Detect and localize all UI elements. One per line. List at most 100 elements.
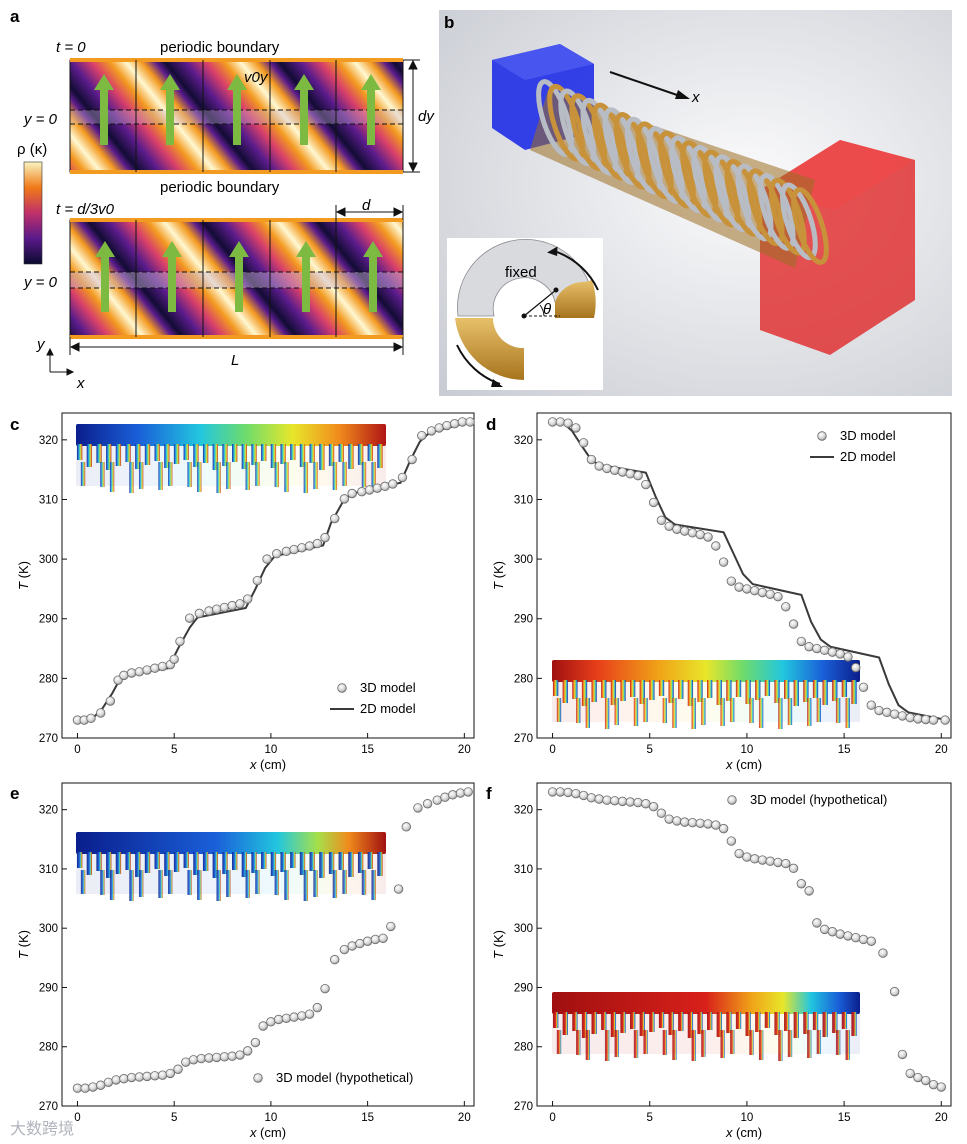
y-tick-label: 320 (514, 805, 533, 817)
data-point (711, 541, 721, 551)
data-point (617, 796, 628, 807)
data-point (397, 472, 408, 483)
x-tick-label: 0 (74, 1112, 80, 1124)
data-point (320, 532, 330, 543)
x-tick-label: 5 (647, 1112, 653, 1124)
data-point (617, 467, 628, 477)
data-point (905, 1068, 915, 1079)
data-point (281, 1013, 292, 1023)
t1-label: t = d/3v0 (56, 201, 115, 218)
data-point (664, 814, 674, 824)
data-point (586, 793, 597, 803)
x-tick-label: 10 (741, 1112, 754, 1124)
data-point (272, 549, 282, 559)
legend-entry: 3D model (hypothetical) (750, 792, 887, 807)
data-point (827, 927, 838, 937)
periodic-boundary-mid: periodic boundary (160, 179, 280, 196)
colorbar (23, 161, 43, 265)
data-point (858, 682, 869, 693)
data-point (695, 529, 705, 540)
data-point (388, 479, 398, 489)
data-point (157, 1070, 168, 1080)
dy-dimension (403, 59, 420, 173)
data-point (773, 857, 783, 868)
legend-entry: 2D model (840, 449, 896, 464)
x-axis-label: x (cm) (249, 1125, 286, 1140)
data-point (212, 604, 222, 614)
x-axis-label: x (cm) (249, 757, 286, 772)
data-point (936, 1082, 946, 1092)
x-tick-label: 5 (171, 744, 177, 756)
data-point (858, 934, 869, 945)
data-point (347, 941, 357, 951)
y-axis-label: T (K) (16, 930, 31, 959)
ring-segment (791, 187, 829, 265)
legend-entry: 3D model (360, 680, 416, 695)
data-point (742, 852, 752, 862)
axis-x-glyph-label: x (76, 375, 85, 392)
data-point (796, 879, 807, 889)
data-point (687, 528, 698, 538)
data-point (448, 790, 458, 800)
data-point (258, 1021, 268, 1031)
fixed-label: fixed (505, 264, 537, 281)
data-point (851, 932, 861, 943)
data-point (252, 575, 263, 586)
panel-label-a: a (10, 7, 20, 26)
y-tick-label: 310 (39, 494, 58, 506)
data-point (749, 586, 760, 596)
data-point (625, 469, 635, 479)
data-point (781, 602, 791, 612)
rotating-segment-right (555, 280, 596, 318)
data-point (641, 799, 651, 809)
density-field-t1 (70, 220, 403, 337)
data-point (672, 816, 682, 826)
data-point (380, 481, 390, 492)
data-point (602, 795, 612, 805)
data-point (370, 934, 381, 945)
data-point (664, 521, 674, 532)
x-tick-label: 20 (935, 744, 948, 756)
data-point (372, 483, 382, 493)
d-dimension (335, 205, 404, 220)
data-point (304, 1009, 315, 1019)
panel-label-d: d (486, 415, 496, 434)
data-point (432, 795, 442, 805)
data-point (796, 636, 807, 647)
data-point (119, 1074, 129, 1084)
plot-frame (61, 782, 475, 1107)
y-tick-label: 290 (39, 614, 58, 626)
axis-y-glyph-label: y (36, 336, 46, 353)
data-point (578, 790, 589, 801)
data-point (680, 526, 690, 536)
x-tick-label: 15 (838, 744, 851, 756)
data-point (571, 423, 581, 433)
legend-marker-swatch (337, 683, 347, 693)
panel-b: b x fixed (439, 10, 952, 396)
data-point (304, 541, 315, 551)
data-point (457, 417, 468, 427)
legend-entry: 3D model (840, 428, 896, 443)
data-point (610, 796, 620, 806)
data-point (656, 515, 667, 526)
legend: 3D model 2D model (810, 428, 896, 464)
y-tick-label: 270 (39, 1101, 58, 1113)
data-point (889, 986, 900, 997)
data-point (819, 924, 830, 935)
data-point (165, 1068, 176, 1079)
x-tick-label: 5 (647, 744, 653, 756)
data-point (212, 1052, 222, 1063)
data-point (407, 454, 417, 465)
data-point (718, 557, 729, 567)
data-point (204, 606, 214, 616)
data-point (905, 713, 915, 723)
data-point (773, 591, 783, 602)
data-point (378, 933, 388, 943)
data-point (103, 1077, 114, 1087)
data-point (434, 423, 444, 433)
data-point (169, 654, 179, 664)
y-tick-label: 300 (39, 923, 58, 935)
data-point (928, 715, 939, 725)
data-point (633, 797, 643, 808)
data-point (835, 929, 845, 939)
